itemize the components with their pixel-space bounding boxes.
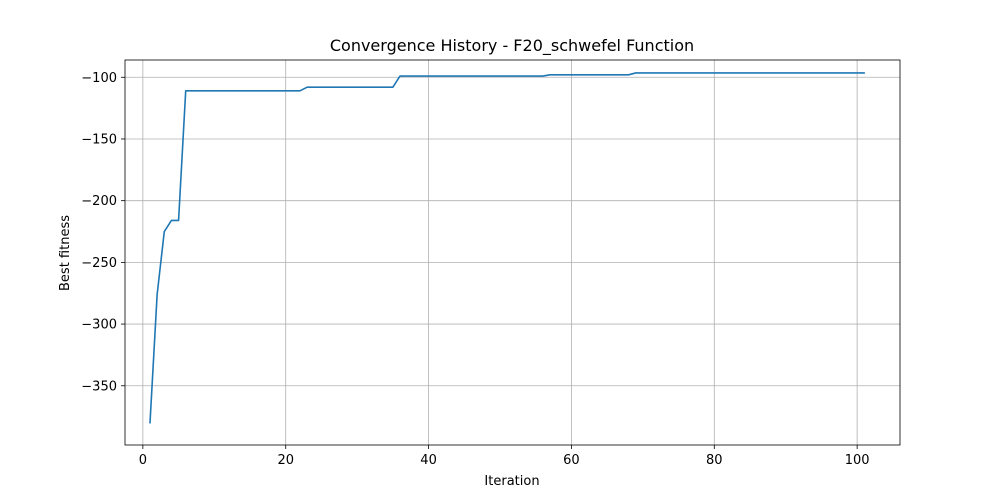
x-tick-label: 20	[277, 453, 294, 468]
x-axis-label: Iteration	[484, 474, 539, 489]
chart-title: Convergence History - F20_schwefel Funct…	[330, 36, 694, 56]
y-tick-label: −150	[81, 132, 117, 147]
grid-lines	[125, 60, 900, 445]
x-tick-label: 40	[420, 453, 437, 468]
x-tick-label: 0	[139, 453, 147, 468]
x-tick-label: 80	[706, 453, 723, 468]
y-tick-label: −350	[81, 379, 117, 394]
y-tick-label: −200	[81, 194, 117, 209]
y-tick-label: −100	[81, 71, 117, 86]
x-tick-label: 100	[845, 453, 870, 468]
y-axis-label: Best fitness	[58, 215, 73, 291]
x-tick-label: 60	[563, 453, 580, 468]
axes-frame	[124, 59, 901, 446]
y-tick-label: −300	[81, 318, 117, 333]
series-group	[149, 72, 866, 424]
y-tick-label: −250	[81, 256, 117, 271]
tick-marks: 0 20 40 60 80 100 −350 −300 −250 −200 −150 −100	[81, 71, 869, 468]
series-line	[149, 72, 866, 424]
